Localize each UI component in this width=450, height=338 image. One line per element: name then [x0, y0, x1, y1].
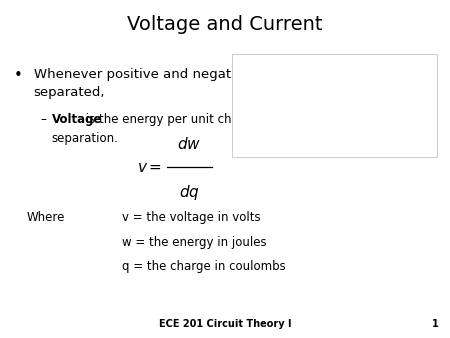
Text: 1: 1: [432, 318, 439, 329]
Text: ECE 201 Circuit Theory I: ECE 201 Circuit Theory I: [159, 318, 291, 329]
Text: w = the energy in joules: w = the energy in joules: [122, 236, 266, 248]
Text: $\mathit{v}=$: $\mathit{v}=$: [137, 160, 162, 175]
Text: separated,: separated,: [34, 86, 105, 99]
Text: is the energy per unit charge created by the: is the energy per unit charge created by…: [82, 113, 349, 126]
Text: Whenever positive and negative charges are: Whenever positive and negative charges a…: [34, 68, 334, 80]
Text: •: •: [14, 68, 22, 82]
FancyBboxPatch shape: [232, 54, 436, 157]
Text: separation.: separation.: [52, 132, 119, 145]
Text: Voltage and Current: Voltage and Current: [127, 15, 323, 34]
Text: q = the charge in coulombs: q = the charge in coulombs: [122, 260, 285, 273]
Text: Where: Where: [27, 211, 65, 224]
Text: $\mathit{dw}$: $\mathit{dw}$: [177, 136, 201, 152]
Text: Voltage: Voltage: [52, 113, 102, 126]
Text: $\mathit{dq}$: $\mathit{dq}$: [179, 183, 199, 201]
Text: v = the voltage in volts: v = the voltage in volts: [122, 211, 260, 224]
Text: –: –: [40, 113, 46, 126]
